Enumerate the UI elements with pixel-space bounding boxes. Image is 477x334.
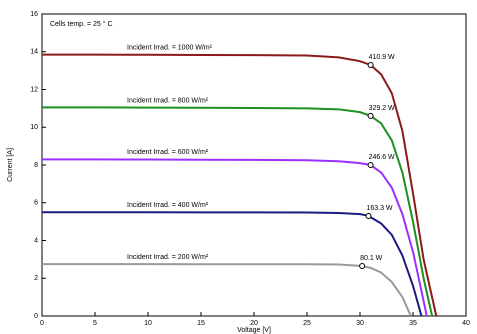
y-tick-label: 4 (34, 237, 38, 244)
x-tick-label: 40 (462, 320, 470, 327)
y-tick-label: 2 (34, 275, 38, 282)
x-tick-label: 35 (409, 320, 417, 327)
x-tick-label: 10 (144, 320, 152, 327)
iv-curve (42, 158, 428, 317)
x-tick-label: 30 (356, 320, 364, 327)
x-tick-label: 5 (93, 320, 97, 327)
mpp-point (359, 262, 366, 269)
mpp-point (367, 112, 374, 119)
mpp-label: 80.1 W (360, 255, 383, 262)
y-tick-label: 16 (30, 11, 38, 18)
y-tick-label: 6 (34, 200, 38, 207)
x-axis-label: Voltage [V] (237, 327, 271, 334)
series-label: Incident Irrad. = 200 W/m² (127, 254, 209, 261)
series-label: Incident Irrad. = 400 W/m² (127, 202, 209, 209)
y-tick-label: 12 (30, 86, 38, 93)
x-tick-label: 25 (303, 320, 311, 327)
x-tick-label: 0 (40, 320, 44, 327)
y-axis-label: Current [A] (7, 148, 14, 182)
iv-curve (42, 211, 423, 317)
y-tick-label: 0 (34, 313, 38, 320)
y-tick-label: 14 (30, 49, 38, 56)
iv-curve (42, 263, 412, 317)
annotation: Cells temp. = 25 ° C (50, 20, 113, 28)
mpp-point (367, 61, 374, 68)
mpp-label: 329.2 W (369, 105, 395, 112)
mpp-label: 163.3 W (366, 205, 392, 212)
series-label: Incident Irrad. = 1000 W/m² (127, 44, 213, 51)
y-tick-label: 8 (34, 162, 38, 169)
iv-curve (42, 106, 434, 317)
series-label: Incident Irrad. = 600 W/m² (127, 149, 209, 156)
plot-frame (41, 13, 467, 317)
series-label: Incident Irrad. = 800 W/m² (127, 97, 209, 104)
x-tick-label: 15 (197, 320, 205, 327)
iv-curve (42, 53, 438, 317)
x-tick-label: 20 (250, 320, 258, 327)
mpp-point (367, 162, 374, 168)
mpp-point (365, 212, 372, 219)
y-tick-label: 10 (30, 124, 38, 131)
mpp-label: 246.6 W (369, 154, 395, 161)
mpp-label: 410.9 W (369, 54, 395, 61)
